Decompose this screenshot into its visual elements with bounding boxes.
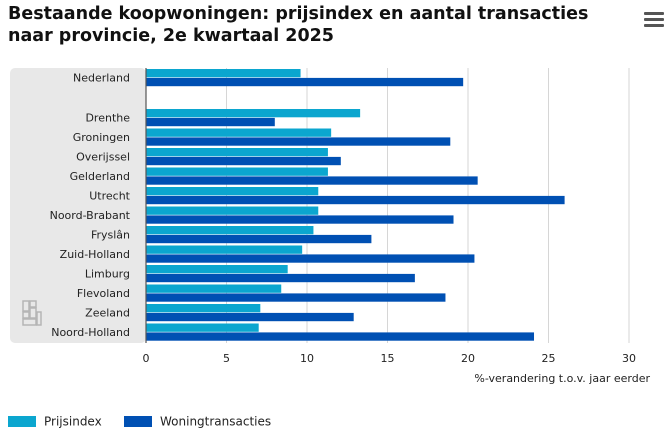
bar-prijsindex-noord-brabant[interactable]	[146, 206, 319, 215]
bar-woningtransacties-drenthe[interactable]	[146, 117, 275, 127]
x-tick-label-30: 30	[622, 352, 636, 365]
x-tick-label-25: 25	[542, 352, 556, 365]
bar-prijsindex-noord-holland[interactable]	[146, 323, 259, 332]
bar-woningtransacties-overijssel[interactable]	[146, 156, 341, 166]
bar-woningtransacties-limburg[interactable]	[146, 273, 415, 283]
bar-prijsindex-utrecht[interactable]	[146, 187, 319, 196]
bar-prijsindex-drenthe[interactable]	[146, 109, 361, 118]
bar-woningtransacties-noord-holland[interactable]	[146, 332, 535, 341]
bar-woningtransacties-gelderland[interactable]	[146, 176, 478, 185]
cbs-logo-icon	[22, 300, 42, 326]
category-label-band	[10, 68, 146, 343]
bar-prijsindex-zeeland[interactable]	[146, 304, 261, 313]
bar-woningtransacties-utrecht[interactable]	[146, 195, 565, 205]
category-label-flevoland: Flevoland	[77, 287, 130, 300]
bar-prijsindex-zuid-holland[interactable]	[146, 245, 303, 254]
x-tick-label-20: 20	[461, 352, 475, 365]
category-label-nederland: Nederland	[73, 71, 130, 84]
legend-label-woningtransacties: Woningtransacties	[160, 414, 272, 429]
legend-item-prijsindex[interactable]: Prijsindex	[8, 414, 102, 429]
legend-item-woningtransacties[interactable]: Woningtransacties	[124, 414, 271, 429]
legend-label-prijsindex: Prijsindex	[44, 414, 102, 429]
bar-prijsindex-gelderland[interactable]	[146, 167, 328, 176]
category-label-overijssel: Overijssel	[76, 150, 130, 163]
bar-woningtransacties-groningen[interactable]	[146, 137, 451, 146]
chart-title-line-1: Bestaande koopwoningen: prijsindex en aa…	[8, 4, 589, 24]
chart-title-line-2: naar provincie, 2e kwartaal 2025	[8, 26, 334, 46]
x-tick-label-15: 15	[381, 352, 395, 365]
bar-prijsindex-flevoland[interactable]	[146, 284, 282, 293]
category-label-gelderland: Gelderland	[70, 170, 130, 183]
bar-prijsindex-fryslan[interactable]	[146, 226, 314, 235]
x-axis-title: %-verandering t.o.v. jaar eerder	[474, 372, 650, 385]
hamburger-menu-icon[interactable]	[644, 12, 664, 30]
category-label-groningen: Groningen	[73, 131, 130, 144]
bar-prijsindex-overijssel[interactable]	[146, 148, 328, 157]
bar-woningtransacties-nederland[interactable]	[146, 77, 464, 87]
category-label-fryslan: Fryslân	[91, 228, 130, 241]
bar-woningtransacties-zuid-holland[interactable]	[146, 254, 475, 263]
x-tick-label-10: 10	[300, 352, 314, 365]
category-label-utrecht: Utrecht	[89, 189, 130, 202]
bar-prijsindex-groningen[interactable]	[146, 128, 332, 137]
bar-woningtransacties-noord-brabant[interactable]	[146, 215, 454, 224]
category-label-limburg: Limburg	[85, 267, 130, 280]
category-label-drenthe: Drenthe	[85, 111, 130, 124]
legend-swatch-prijsindex	[8, 416, 36, 427]
category-label-noord-brabant: Noord-Brabant	[50, 209, 131, 222]
bar-prijsindex-nederland[interactable]	[146, 69, 301, 78]
chart-title: Bestaande koopwoningen: prijsindex en aa…	[8, 3, 608, 47]
legend-swatch-woningtransacties	[124, 416, 152, 427]
x-tick-label-5: 5	[223, 352, 230, 365]
bar-woningtransacties-flevoland[interactable]	[146, 293, 446, 302]
x-tick-label-0: 0	[143, 352, 150, 365]
bar-woningtransacties-fryslan[interactable]	[146, 234, 372, 244]
bar-prijsindex-limburg[interactable]	[146, 265, 288, 274]
category-label-noord-holland: Noord-Holland	[51, 326, 130, 339]
bar-woningtransacties-zeeland[interactable]	[146, 312, 354, 322]
category-label-zeeland: Zeeland	[85, 306, 130, 319]
category-label-zuid-holland: Zuid-Holland	[60, 248, 130, 261]
